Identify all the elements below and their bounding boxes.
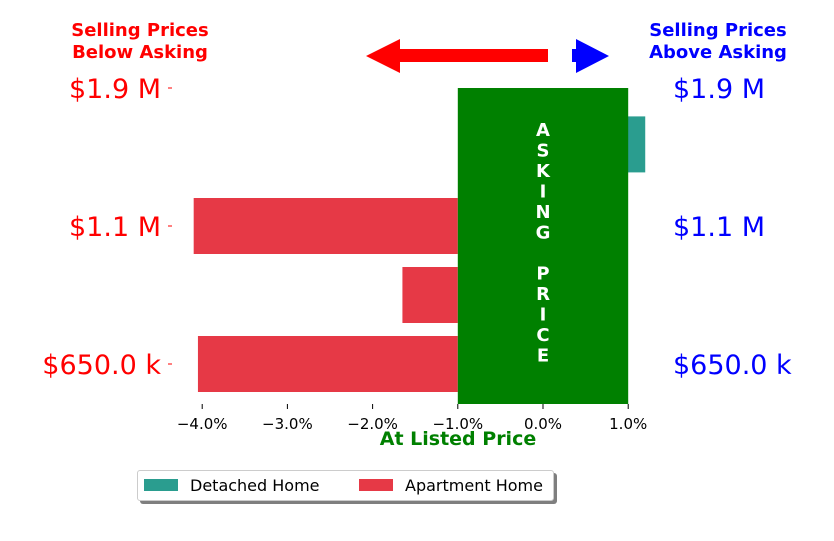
header-above-line1: Selling Prices [649,20,787,41]
bar-apartment-home-2 [402,267,458,323]
legend-swatch-detached [144,478,178,491]
x-axis-label: At Listed Price [380,428,536,450]
asking-price-letter-9: I [540,305,547,326]
right-arrow-icon [572,39,609,73]
header-below-line2: Below Asking [72,42,208,63]
legend-label-apartment: Apartment Home [405,476,543,495]
x-tick-label-2: −2.0% [347,415,398,433]
x-tick-label-5: 1.0% [609,415,647,433]
left-arrow-icon [366,39,548,73]
right-price-label-0: $1.9 M [673,74,765,105]
bar-apartment-home-1 [193,198,458,254]
asking-price-letter-3: I [540,182,547,203]
left-price-label-1: $1.1 M [69,212,161,243]
legend-label-detached: Detached Home [190,476,320,495]
right-price-label-1: $1.1 M [673,212,765,243]
left-price-label-2: $650.0 k [42,350,161,381]
asking-price-box [457,88,629,404]
x-tick-label-0: −4.0% [177,415,228,433]
right-price-label-2: $650.0 k [673,350,792,381]
header-above-line2: Above Asking [649,42,787,63]
legend-swatch-apartment [359,478,393,491]
bar-apartment-home-3 [197,336,458,392]
left-price-label-0: $1.9 M [69,74,161,105]
asking-price-letter-7: P [536,264,549,285]
header-below-asking: Selling Prices Below Asking [40,20,240,64]
x-tick-label-1: −3.0% [262,415,313,433]
asking-price-letter-1: S [537,141,550,162]
header-below-line1: Selling Prices [71,20,209,41]
header-above-asking: Selling Prices Above Asking [618,20,818,64]
x-tick-label-4: 0.0% [524,415,562,433]
legend-item-detached: Detached Home [144,477,320,495]
legend: Detached Home Apartment Home [137,470,554,501]
legend-item-apartment: Apartment Home [359,477,543,495]
asking-price-letter-10: C [536,325,549,346]
asking-price-letter-4: N [535,202,550,223]
x-tick-label-3: −1.0% [432,415,483,433]
asking-price-letter-11: E [537,346,549,367]
asking-price-letter-8: R [536,284,550,305]
asking-price-letter-0: A [536,120,550,141]
asking-price-letter-5: G [536,223,551,244]
asking-price-letter-2: K [536,161,551,182]
